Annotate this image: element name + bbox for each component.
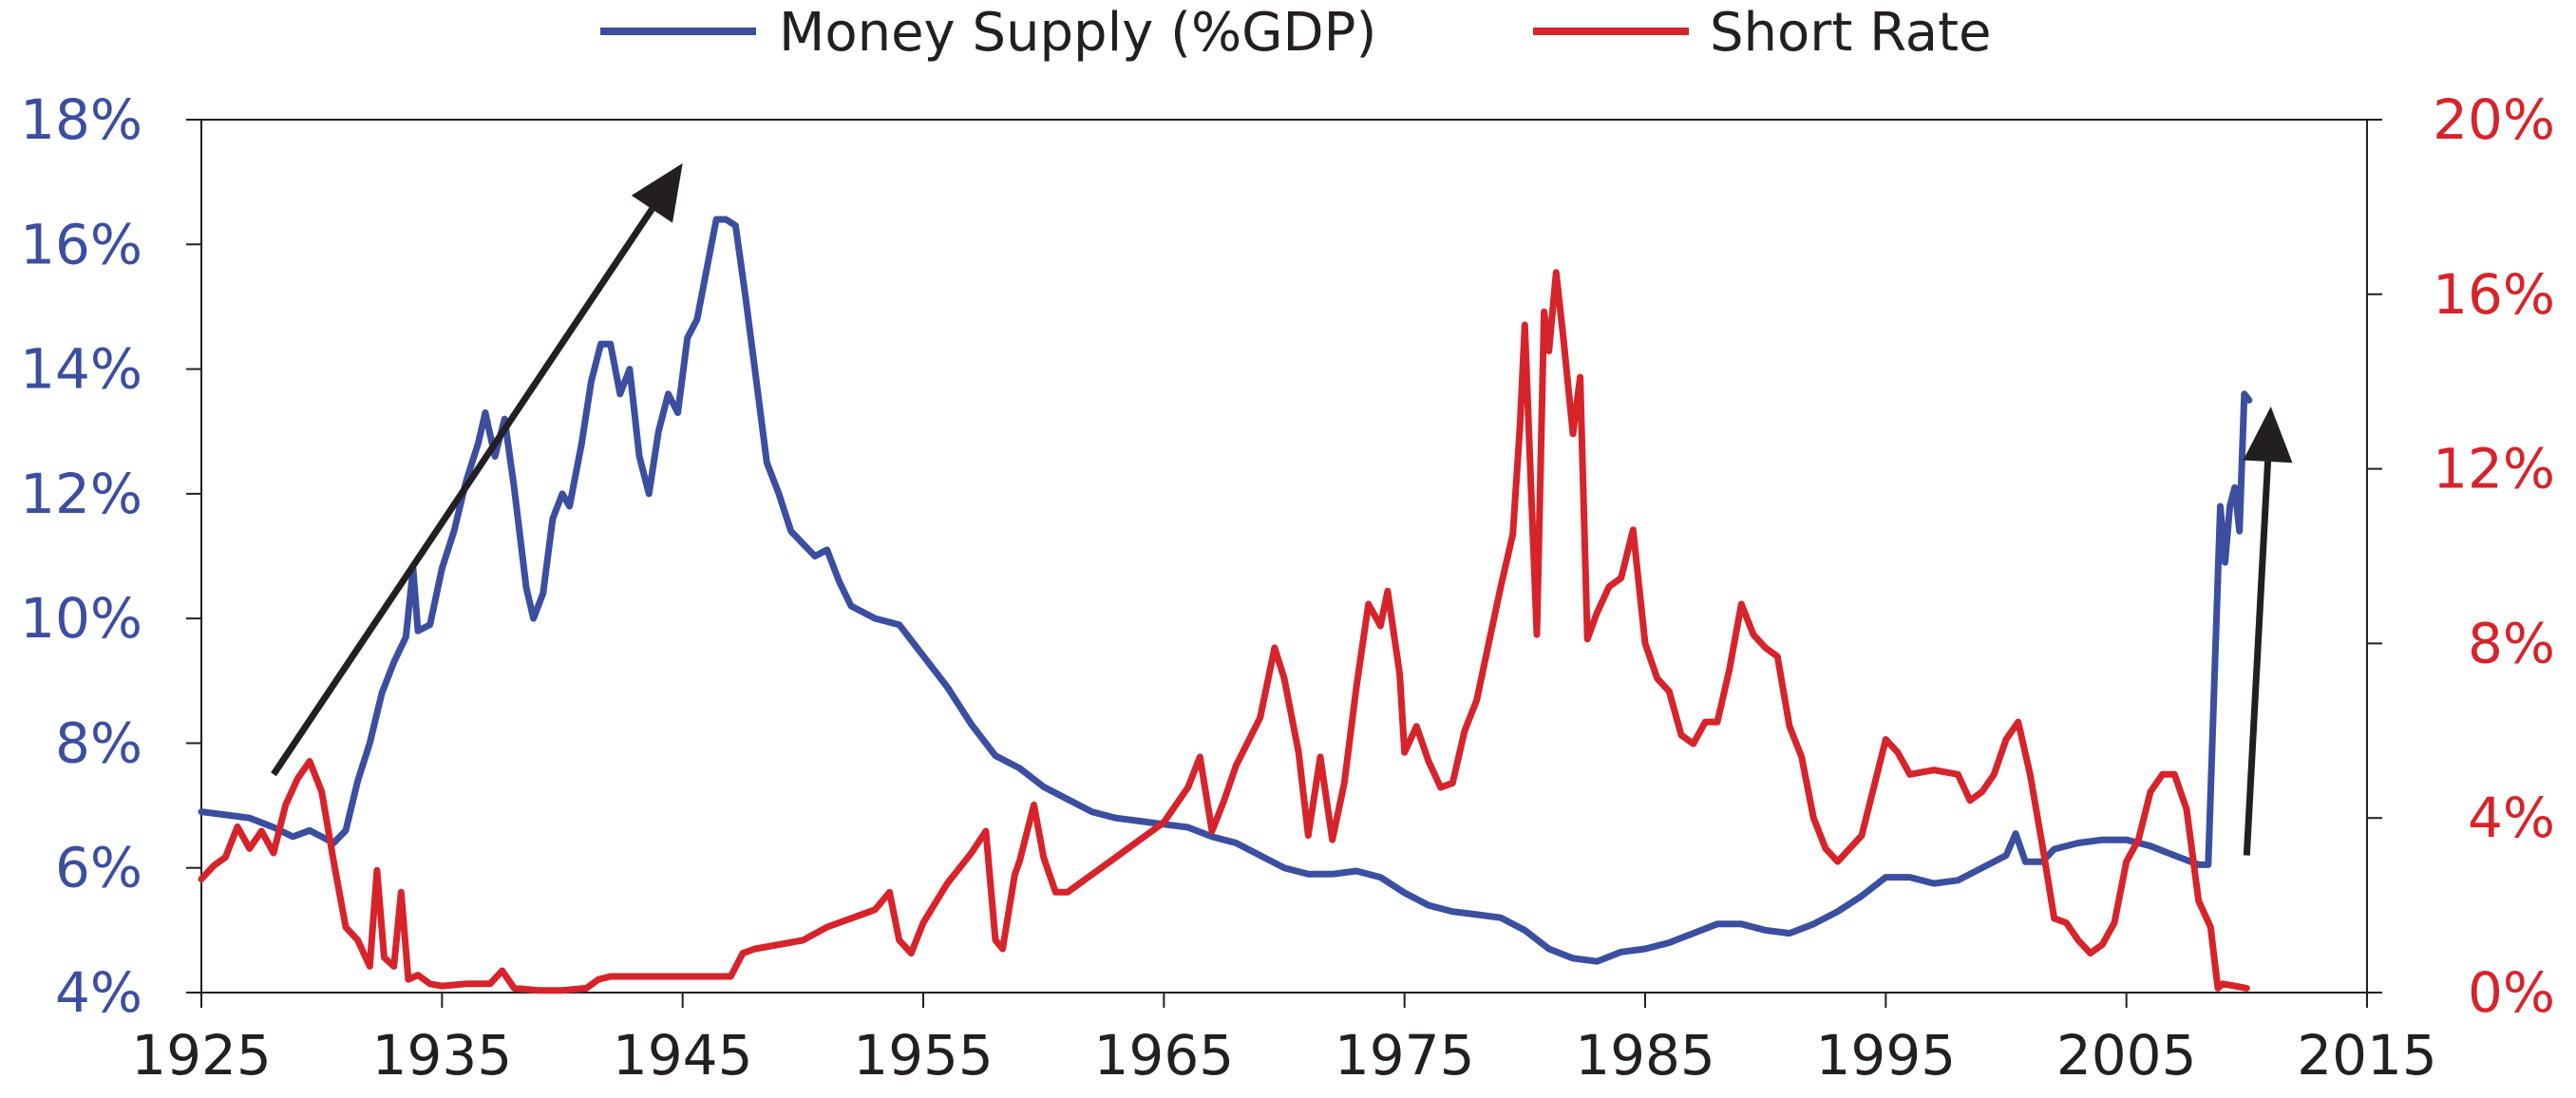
y-right-tick-label: 20% xyxy=(2433,87,2555,152)
x-tick-label: 1925 xyxy=(131,1023,272,1088)
plot-frame xyxy=(200,119,2368,994)
x-tick-label: 2005 xyxy=(2056,1023,2197,1088)
y-right-tick-label: 0% xyxy=(2468,960,2555,1025)
y-left-tick-label: 8% xyxy=(55,710,142,775)
series-line-money-supply xyxy=(198,216,2253,965)
x-tick-label: 1935 xyxy=(372,1023,513,1088)
y-left-tick-label: 14% xyxy=(20,337,142,402)
x-tick-label: 1985 xyxy=(1575,1023,1715,1088)
y-right-tick-label: 4% xyxy=(2468,786,2555,850)
x-tick-label: 1965 xyxy=(1094,1023,1235,1088)
arrow-shaft-1 xyxy=(2243,461,2272,856)
y-left-tick-label: 16% xyxy=(20,212,142,276)
y-left-tick-label: 4% xyxy=(55,960,142,1025)
y-left-tick-label: 12% xyxy=(20,462,142,526)
x-tick-label: 1995 xyxy=(1816,1023,1957,1088)
legend-label-short-rate: Short Rate xyxy=(1710,2,1992,64)
x-tick-label: 1955 xyxy=(853,1023,994,1088)
x-tick-label: 1945 xyxy=(613,1023,753,1088)
axes: 1925 1935 1945 1955 1965 1975 1985 1995 2005 2015… xyxy=(20,87,2555,1088)
y-right-tick-label: 16% xyxy=(2433,262,2555,327)
y-left-tick-label: 6% xyxy=(55,836,142,900)
arrow-shaft-0 xyxy=(271,207,655,777)
y-right-tick-label: 8% xyxy=(2468,611,2555,675)
annotations xyxy=(271,162,2293,856)
x-tick-label: 2015 xyxy=(2297,1023,2437,1088)
series-layer xyxy=(198,216,2253,994)
series-line-short-rate xyxy=(198,269,2250,994)
y-right-tick-label: 12% xyxy=(2433,437,2555,502)
y-left-tick-label: 18% xyxy=(20,87,142,152)
legend-label-money-supply: Money Supply (%GDP) xyxy=(779,2,1376,64)
y-left-tick-label: 10% xyxy=(20,586,142,651)
arrow-head-1 xyxy=(2243,407,2293,464)
legend: Money Supply (%GDP) Short Rate xyxy=(600,2,1992,64)
arrow-head-0 xyxy=(631,162,683,223)
x-tick-label: 1975 xyxy=(1335,1023,1475,1088)
